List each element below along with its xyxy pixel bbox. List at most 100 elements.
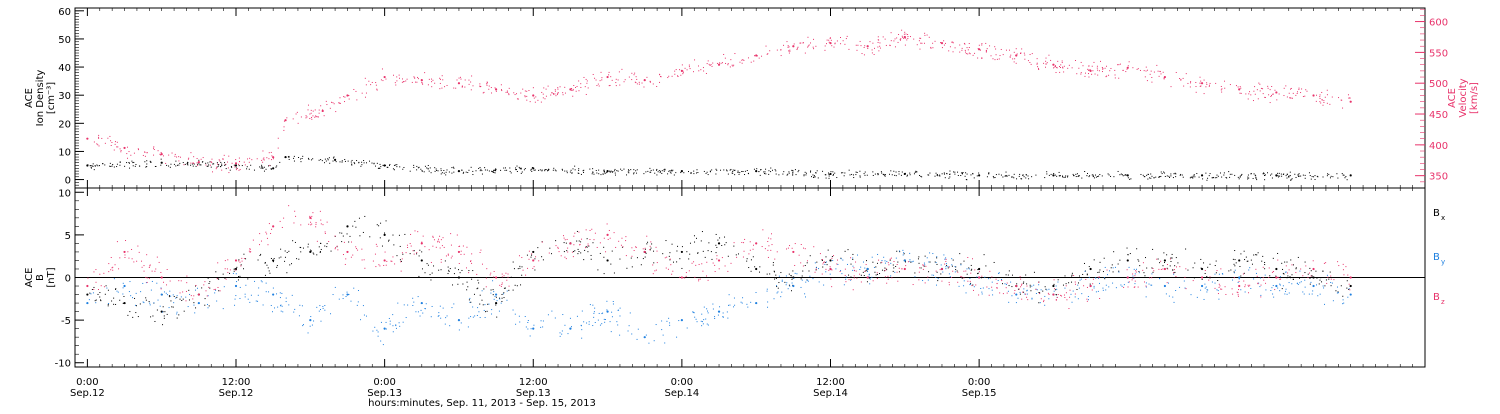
data-dot <box>631 79 633 81</box>
data-dot <box>1149 277 1151 279</box>
data-dot <box>1235 85 1237 87</box>
data-dot <box>698 280 700 282</box>
data-dot <box>659 81 661 83</box>
data-dot <box>680 172 682 174</box>
data-dot <box>195 307 197 309</box>
data-dot <box>188 299 190 301</box>
data-dot <box>1237 281 1239 283</box>
data-point <box>123 146 126 150</box>
data-dot <box>924 264 926 266</box>
data-dot <box>1005 49 1007 51</box>
data-dot <box>703 170 705 172</box>
data-dot <box>1304 177 1306 179</box>
data-dot <box>951 265 953 267</box>
data-dot <box>236 167 238 169</box>
data-dot <box>322 224 324 226</box>
data-point <box>680 319 683 322</box>
data-dot <box>676 250 678 252</box>
data-dot <box>514 313 516 315</box>
data-dot <box>814 271 816 273</box>
data-dot <box>459 272 461 274</box>
data-dot <box>525 274 527 276</box>
data-dot <box>585 78 587 80</box>
data-dot <box>723 169 725 171</box>
data-dot <box>518 166 520 168</box>
data-dot <box>1013 292 1015 294</box>
data-dot <box>314 109 316 111</box>
data-dot <box>1029 284 1031 286</box>
data-dot <box>612 171 614 173</box>
data-dot <box>328 241 330 243</box>
data-dot <box>801 279 803 281</box>
data-dot <box>1263 172 1265 174</box>
data-dot <box>307 109 309 111</box>
data-dot <box>1294 173 1296 175</box>
data-dot <box>727 64 729 66</box>
data-dot <box>633 74 635 76</box>
data-dot <box>471 262 473 264</box>
data-dot <box>1055 294 1057 296</box>
x-tick-date: Sep.13 <box>516 388 551 399</box>
data-point <box>457 250 461 254</box>
data-dot <box>828 39 830 41</box>
data-dot <box>934 175 936 177</box>
data-dot <box>1289 175 1291 177</box>
data-dot <box>396 164 398 166</box>
data-dot <box>445 317 447 319</box>
data-dot <box>486 84 488 86</box>
data-dot <box>804 293 806 295</box>
data-dot <box>445 255 447 257</box>
data-dot <box>1211 281 1213 283</box>
data-dot <box>1098 175 1100 177</box>
data-dot <box>573 235 575 237</box>
data-dot <box>1080 73 1082 75</box>
data-dot <box>920 42 922 44</box>
data-dot <box>1088 69 1090 71</box>
series-Bx <box>86 215 1352 326</box>
data-dot <box>1248 285 1250 287</box>
data-dot <box>1323 100 1325 102</box>
data-dot <box>1333 279 1335 281</box>
data-dot <box>1088 266 1090 268</box>
data-dot <box>352 225 354 227</box>
data-dot <box>923 265 925 267</box>
data-dot <box>961 277 963 279</box>
data-dot <box>768 170 770 172</box>
data-dot <box>961 276 963 278</box>
data-point <box>1312 284 1315 288</box>
data-dot <box>180 296 182 298</box>
data-dot <box>1221 288 1223 290</box>
data-dot <box>485 286 487 288</box>
data-dot <box>848 279 850 281</box>
data-dot <box>1217 175 1219 177</box>
data-dot <box>574 232 576 234</box>
data-point <box>123 284 126 288</box>
data-dot <box>281 292 283 294</box>
data-dot <box>860 281 862 283</box>
data-dot <box>176 311 178 313</box>
data-dot <box>445 171 447 173</box>
data-dot <box>828 177 830 179</box>
data-dot <box>1069 289 1071 291</box>
data-dot <box>776 49 778 51</box>
data-dot <box>1235 262 1237 264</box>
data-dot <box>1345 176 1347 178</box>
data-dot <box>1190 82 1192 84</box>
data-dot <box>1048 54 1050 56</box>
data-dot <box>893 261 895 263</box>
data-dot <box>382 344 384 346</box>
data-dot <box>332 102 334 104</box>
data-dot <box>530 168 532 170</box>
data-dot <box>296 258 298 260</box>
data-dot <box>440 317 442 319</box>
data-dot <box>377 335 379 337</box>
data-dot <box>894 174 896 176</box>
data-dot <box>593 312 595 314</box>
data-dot <box>393 169 395 171</box>
data-dot <box>1011 176 1013 178</box>
data-dot <box>1271 85 1273 87</box>
data-dot <box>679 258 681 260</box>
data-dot <box>1324 96 1326 98</box>
data-dot <box>1214 282 1216 284</box>
series-By <box>86 249 1352 346</box>
